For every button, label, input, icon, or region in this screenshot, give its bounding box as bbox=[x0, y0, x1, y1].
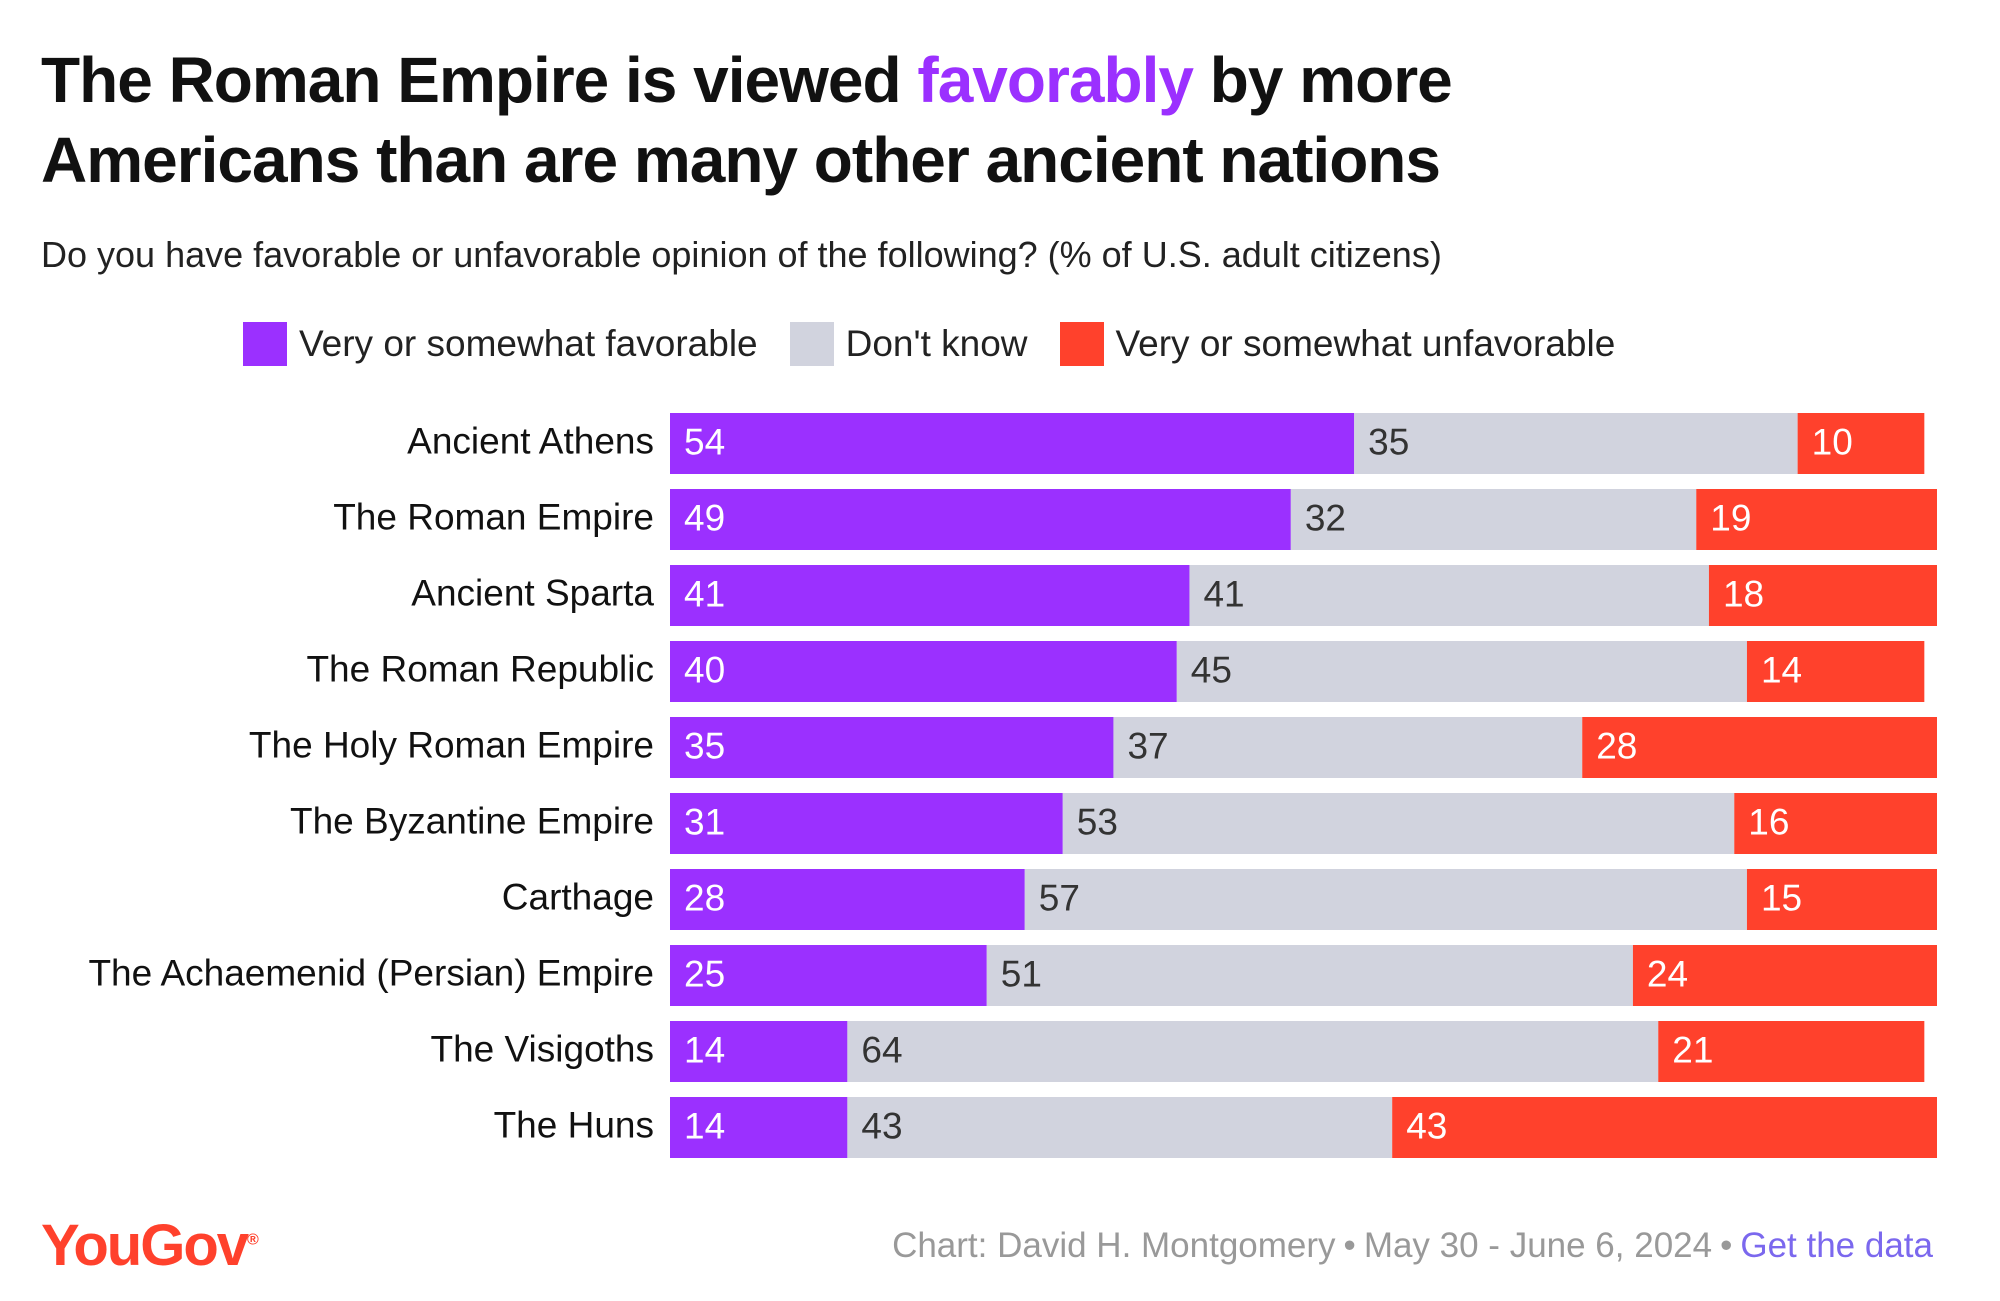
value-label: 53 bbox=[1077, 801, 1118, 842]
bar-segment bbox=[670, 489, 1291, 550]
source: Chart: David H. Montgomery bbox=[892, 1226, 1336, 1265]
y-tick-label: The Roman Republic bbox=[306, 648, 654, 689]
value-label: 14 bbox=[684, 1029, 725, 1070]
bar-segment bbox=[1189, 565, 1709, 626]
y-tick-label: The Roman Empire bbox=[333, 496, 654, 537]
bar-segment bbox=[847, 1097, 1393, 1158]
value-label: 14 bbox=[1761, 649, 1802, 690]
legend-swatch bbox=[789, 322, 834, 366]
value-label: 54 bbox=[684, 421, 725, 462]
value-label: 35 bbox=[684, 725, 725, 766]
value-label: 40 bbox=[684, 649, 725, 690]
value-label: 41 bbox=[684, 573, 725, 614]
bar-segment bbox=[1734, 793, 1937, 854]
bar-segment bbox=[847, 1021, 1659, 1082]
bar-segment bbox=[1290, 489, 1697, 550]
bar-segment bbox=[1582, 717, 1937, 778]
y-tick-label: The Byzantine Empire bbox=[290, 800, 654, 841]
bar-segment bbox=[670, 717, 1114, 778]
y-tick-label: Ancient Athens bbox=[407, 420, 654, 461]
value-label: 15 bbox=[1761, 877, 1802, 918]
legend-item: Don't know bbox=[789, 322, 1028, 366]
value-label: 28 bbox=[1596, 725, 1637, 766]
title-part: by more Americans than are many other an… bbox=[41, 44, 1453, 196]
value-label: 19 bbox=[1710, 497, 1751, 538]
value-label: 35 bbox=[1368, 421, 1409, 462]
y-tick-label: Ancient Sparta bbox=[411, 572, 654, 613]
y-tick-label: The Holy Roman Empire bbox=[249, 724, 654, 765]
footer: Chart: David H. Montgomery • May 30 - June… bbox=[888, 1226, 1937, 1266]
value-label: 24 bbox=[1647, 953, 1688, 994]
value-label: 31 bbox=[684, 801, 725, 842]
legend-label: Very or somewhat unfavorable bbox=[1115, 323, 1616, 364]
logo-mark: ® bbox=[247, 1231, 259, 1249]
y-tick-label: The Huns bbox=[494, 1104, 654, 1145]
bar-segment bbox=[670, 1097, 848, 1158]
value-label: 10 bbox=[1812, 421, 1853, 462]
y-tick-label: The Achaemenid (Persian) Empire bbox=[88, 952, 654, 993]
value-label: 41 bbox=[1203, 573, 1244, 614]
bar-segment bbox=[1062, 793, 1735, 854]
value-label: 43 bbox=[861, 1105, 902, 1146]
value-label: 21 bbox=[1672, 1029, 1713, 1070]
bar-segment bbox=[1354, 413, 1798, 474]
separator: • bbox=[1720, 1226, 1733, 1265]
legend-item: Very or somewhat unfavorable bbox=[1059, 322, 1616, 366]
bar-segment bbox=[1746, 641, 1925, 702]
legend-swatch bbox=[243, 322, 287, 366]
value-label: 14 bbox=[684, 1105, 725, 1146]
value-label: 64 bbox=[861, 1029, 902, 1070]
title-part: The Roman Empire is viewed bbox=[41, 44, 918, 116]
legend-label: Don't know bbox=[845, 323, 1028, 364]
value-label: 28 bbox=[684, 877, 725, 918]
legend-label: Very or somewhat favorable bbox=[299, 323, 758, 364]
value-label: 25 bbox=[684, 953, 725, 994]
bar-segment bbox=[1632, 945, 1937, 1006]
bar-segment bbox=[670, 565, 1190, 626]
value-label: 37 bbox=[1127, 725, 1168, 766]
bar-segment bbox=[670, 793, 1063, 854]
bar-segment bbox=[1746, 869, 1937, 930]
legend-swatch bbox=[1059, 322, 1104, 366]
legend-item: Very or somewhat favorable bbox=[243, 322, 758, 366]
value-label: 43 bbox=[1406, 1105, 1447, 1146]
bar-segment bbox=[670, 945, 987, 1006]
bar-segment bbox=[1024, 869, 1747, 930]
bar-segment bbox=[670, 641, 1177, 702]
bar-segment bbox=[670, 1021, 848, 1082]
bar-segment bbox=[1696, 489, 1937, 550]
bar-segment bbox=[1176, 641, 1747, 702]
y-tick-label: The Visigoths bbox=[431, 1028, 655, 1069]
value-label: 57 bbox=[1039, 877, 1080, 918]
bar-segment bbox=[1658, 1021, 1925, 1082]
logo: YouGov® bbox=[41, 1212, 259, 1279]
title-highlight: favorably bbox=[917, 44, 1194, 116]
value-label: 16 bbox=[1748, 801, 1789, 842]
value-label: 49 bbox=[684, 497, 725, 538]
bar-segment bbox=[986, 945, 1633, 1006]
legend: Very or somewhat favorable Don't know Very… bbox=[243, 322, 1647, 366]
bar-segment bbox=[1797, 413, 1925, 474]
bar-segment bbox=[670, 869, 1025, 930]
bar-segment bbox=[670, 413, 1355, 474]
separator: • bbox=[1343, 1226, 1356, 1265]
value-label: 32 bbox=[1305, 497, 1346, 538]
chart-title: The Roman Empire is viewed favorably by … bbox=[41, 40, 1741, 200]
bar-segment bbox=[1113, 717, 1583, 778]
logo-text: YouGov bbox=[41, 1213, 249, 1278]
value-label: 45 bbox=[1191, 649, 1232, 690]
subtitle: Do you have favorable or unfavorable opi… bbox=[41, 234, 1442, 275]
bar-segment bbox=[1708, 565, 1937, 626]
bar-segment bbox=[1392, 1097, 1937, 1158]
date: May 30 - June 6, 2024 bbox=[1363, 1226, 1713, 1265]
value-label: 51 bbox=[1001, 953, 1042, 994]
y-tick-label: Carthage bbox=[502, 876, 654, 917]
value-label: 18 bbox=[1723, 573, 1764, 614]
data-link[interactable]: Get the data bbox=[1740, 1226, 1933, 1265]
